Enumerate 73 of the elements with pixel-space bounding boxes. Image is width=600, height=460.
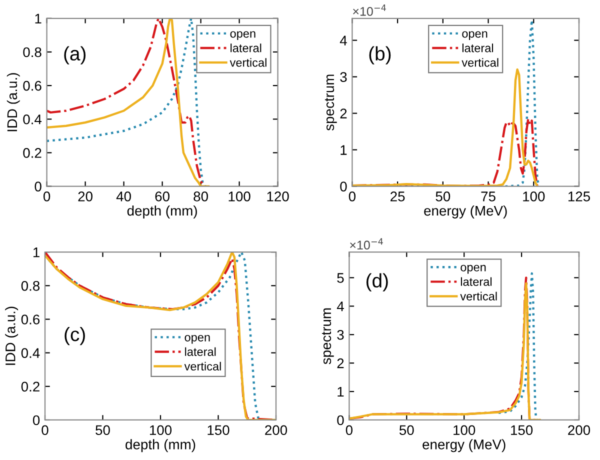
y-tick-label: 1 bbox=[340, 145, 347, 155]
line-series bbox=[352, 68, 538, 186]
annotation: (b) bbox=[369, 46, 391, 64]
x-tick-label: 125 bbox=[568, 192, 590, 202]
legend-label: open bbox=[230, 31, 256, 40]
y-tick-label: 3 bbox=[340, 72, 347, 82]
legend-label: vertical bbox=[184, 362, 221, 371]
y-tick-label: 1 bbox=[338, 387, 344, 397]
y-axis-title: spectrum bbox=[322, 308, 334, 364]
text: ×10$^{−4}$ bbox=[350, 238, 383, 250]
y-tick-label: 2 bbox=[340, 108, 347, 118]
x-tick-label: 80 bbox=[194, 192, 208, 202]
legend-label: vertical bbox=[460, 292, 497, 300]
y-tick-label: 0 bbox=[340, 182, 347, 192]
x-tick-label: 100 bbox=[454, 425, 476, 436]
y-tick-label: 0.2 bbox=[23, 148, 42, 158]
x-tick-label: 0 bbox=[43, 192, 50, 202]
x-tick-label: 100 bbox=[523, 192, 545, 202]
text: ×10$^{−4}$ bbox=[353, 4, 386, 16]
y-tick-label: 0.2 bbox=[21, 382, 40, 392]
x-tick-label: 200 bbox=[265, 425, 288, 436]
x-tick-label: 75 bbox=[481, 192, 496, 202]
legend-label: open bbox=[460, 264, 486, 274]
legend-label: lateral bbox=[462, 44, 494, 52]
legend-label: lateral bbox=[230, 44, 262, 52]
x-tick-label: 150 bbox=[511, 425, 533, 436]
x-tick-label: 40 bbox=[116, 192, 131, 202]
x-tick-label: 0 bbox=[42, 425, 48, 436]
y-tick-label: 0.6 bbox=[21, 314, 40, 324]
x-tick-label: 150 bbox=[208, 425, 230, 436]
y-tick-label: 1 bbox=[35, 14, 42, 24]
x-axis-title: depth (mm) bbox=[126, 439, 196, 452]
y-tick-label: 0.6 bbox=[23, 80, 42, 91]
x-axis-title: energy (MeV) bbox=[422, 439, 506, 452]
y-tick-label: 0.4 bbox=[23, 114, 42, 124]
x-tick-label: 0 bbox=[348, 192, 356, 202]
x-tick-label: 50 bbox=[96, 425, 110, 436]
y-tick-label: 4 bbox=[336, 302, 344, 312]
line-series bbox=[45, 252, 276, 420]
legend-label: open bbox=[462, 31, 488, 40]
legend-label: lateral bbox=[185, 347, 216, 356]
y-axis-title: IDD (a.u.) bbox=[5, 306, 18, 365]
legend-label: open bbox=[184, 334, 210, 344]
y-tick-label: 0 bbox=[337, 415, 344, 426]
x-axis-title: energy (MeV) bbox=[424, 205, 507, 218]
x-tick-label: 200 bbox=[568, 425, 590, 436]
x-tick-label: 20 bbox=[78, 192, 92, 202]
x-tick-label: 120 bbox=[267, 192, 289, 202]
y-tick-label: 0.8 bbox=[23, 47, 42, 58]
annotation: (a) bbox=[64, 46, 86, 64]
x-tick-label: 25 bbox=[390, 192, 405, 202]
y-tick-label: 0.8 bbox=[21, 280, 40, 291]
x-tick-label: 60 bbox=[155, 192, 170, 202]
legend-label: lateral bbox=[460, 277, 492, 286]
x-axis-title: depth (mm) bbox=[127, 205, 197, 218]
annotation: (d) bbox=[366, 273, 388, 292]
y-tick-label: 2 bbox=[337, 358, 344, 368]
y-tick-label: 4 bbox=[340, 36, 347, 46]
y-tick-label: 1 bbox=[33, 248, 40, 258]
y-tick-label: 0.4 bbox=[21, 348, 40, 358]
legend-label: vertical bbox=[230, 58, 266, 67]
y-tick-label: 0 bbox=[32, 415, 40, 426]
x-tick-label: 100 bbox=[228, 192, 250, 202]
annotation: (c) bbox=[64, 326, 85, 346]
y-tick-label: 5 bbox=[337, 273, 344, 283]
x-tick-label: 50 bbox=[436, 192, 450, 202]
y-tick-label: 0 bbox=[34, 182, 42, 192]
y-axis-title: IDD (a.u.) bbox=[6, 73, 20, 132]
x-tick-label: 100 bbox=[150, 425, 172, 436]
x-tick-label: 50 bbox=[399, 425, 414, 436]
y-axis-title: spectrum bbox=[324, 74, 337, 131]
legend-label: vertical bbox=[462, 58, 498, 67]
y-tick-label: 3 bbox=[337, 330, 344, 340]
